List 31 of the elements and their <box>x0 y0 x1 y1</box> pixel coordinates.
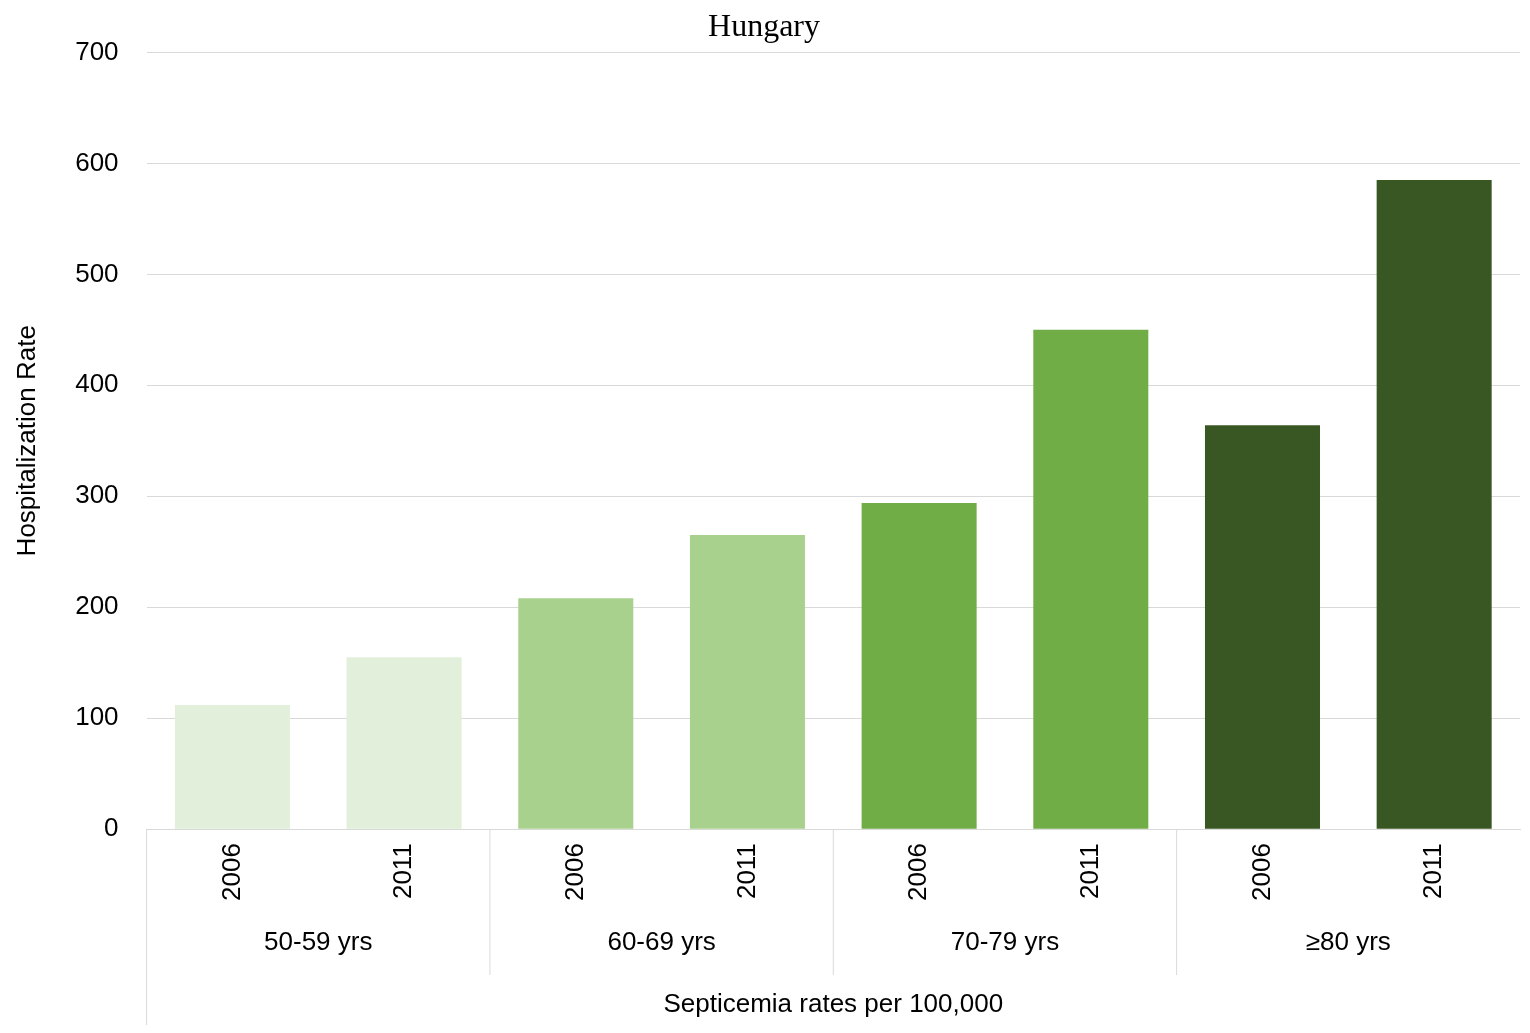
bar <box>1204 425 1320 829</box>
chart-title: Hungary <box>708 6 820 43</box>
y-tick-label: 100 <box>75 701 119 732</box>
x-tick-label: 2006 <box>1245 843 1276 901</box>
bar <box>1033 329 1149 829</box>
y-tick-label: 500 <box>75 257 119 288</box>
text: 50-59 yrs <box>264 926 373 957</box>
x-tick-label: 2011 <box>730 843 761 900</box>
x-tick-label: 2006 <box>902 843 933 901</box>
text: 70-79 yrs <box>950 926 1060 957</box>
y-tick-label: 0 <box>104 812 119 843</box>
y-tick-label: 400 <box>75 368 119 399</box>
text: ≥80 yrs <box>1305 926 1391 957</box>
bar <box>1376 180 1492 829</box>
x-tick-label: 2006 <box>558 843 589 901</box>
x-axis-title: Septicemia rates per 100,000 <box>663 988 1004 1019</box>
bar <box>861 502 977 829</box>
bar <box>346 657 462 829</box>
bar <box>689 535 805 829</box>
x-tick-label: 2011 <box>387 843 418 900</box>
x-tick-label: 2011 <box>1073 843 1104 900</box>
bar <box>518 598 634 829</box>
x-tick-label: 2011 <box>1417 843 1448 900</box>
x-tick-label: 2006 <box>215 843 246 901</box>
y-axis-title: Hospitalization Rate <box>10 325 41 557</box>
y-tick-label: 700 <box>75 35 119 66</box>
y-tick-label: 200 <box>75 590 119 621</box>
text: 60-69 yrs <box>607 926 716 957</box>
y-tick-label: 300 <box>75 479 119 510</box>
bar <box>174 704 290 829</box>
y-tick-label: 600 <box>75 146 119 177</box>
